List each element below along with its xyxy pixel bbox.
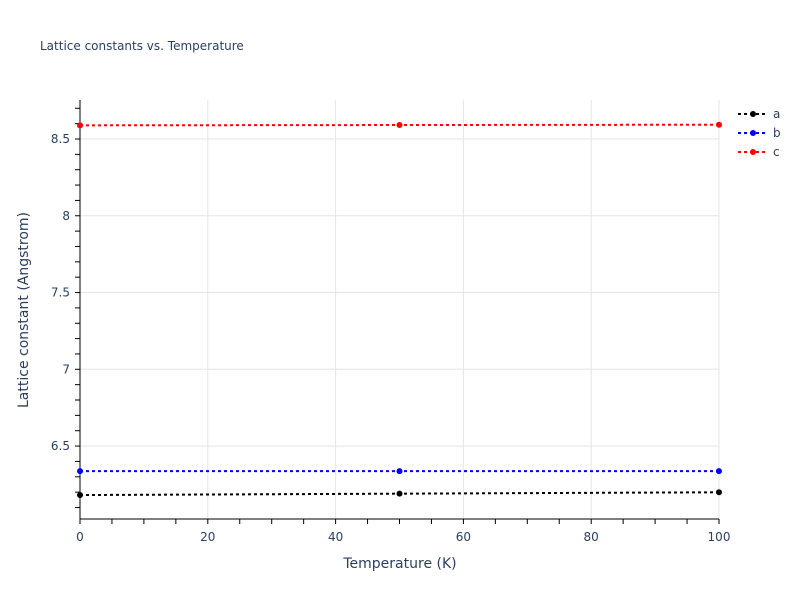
- y-tick-label: 7: [62, 362, 70, 376]
- x-tick-label: 0: [76, 530, 84, 544]
- data-point-c: [77, 122, 83, 129]
- y-tick-label: 6.5: [51, 439, 70, 453]
- data-point-b: [77, 468, 83, 475]
- legend-marker-c: [750, 149, 756, 155]
- y-axis-label: Lattice constant (Angstrom): [16, 212, 32, 408]
- legend-marker-a: [750, 111, 756, 117]
- legend-label-a: a: [773, 107, 780, 121]
- x-tick-label: 40: [328, 530, 343, 544]
- data-point-c: [716, 121, 722, 128]
- data-point-b: [716, 468, 722, 475]
- chart-title: Lattice constants vs. Temperature: [40, 39, 244, 53]
- legend-marker-b: [750, 130, 756, 136]
- legend-label-b: b: [773, 126, 781, 140]
- x-tick-label: 60: [456, 530, 471, 544]
- x-axis-label: Temperature (K): [342, 556, 456, 572]
- legend-label-c: c: [773, 145, 780, 159]
- data-point-a: [716, 489, 722, 496]
- x-tick-label: 20: [200, 530, 215, 544]
- y-tick-label: 8: [62, 209, 70, 223]
- data-point-b: [396, 468, 403, 475]
- y-tick-label: 8.5: [51, 132, 70, 146]
- x-tick-label: 100: [708, 530, 731, 544]
- data-point-a: [396, 490, 403, 497]
- x-tick-label: 80: [584, 530, 599, 544]
- data-point-c: [396, 122, 403, 129]
- data-point-a: [77, 492, 83, 499]
- y-tick-label: 7.5: [51, 286, 70, 300]
